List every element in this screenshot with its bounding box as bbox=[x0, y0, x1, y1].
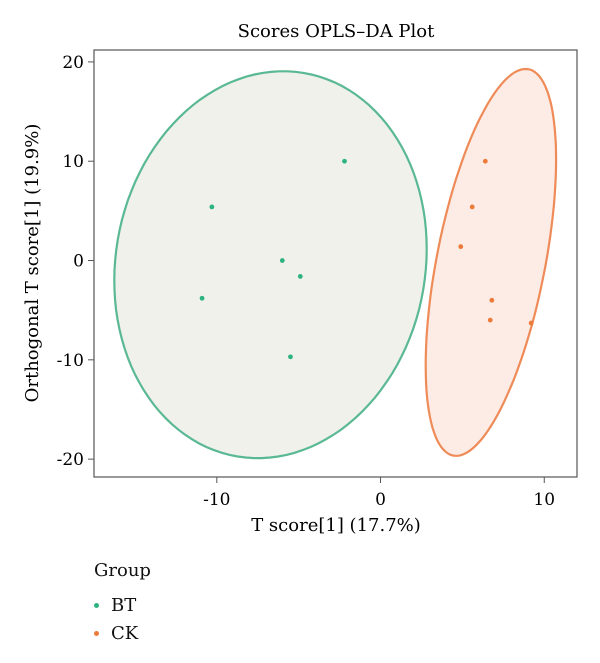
point-ck bbox=[528, 320, 534, 326]
ellipse-bt bbox=[113, 70, 428, 460]
point-bt bbox=[209, 204, 215, 210]
chart-title: Scores OPLS–DA Plot bbox=[238, 21, 435, 42]
y-axis-label: Orthogonal T score[1] (19.9%) bbox=[22, 124, 43, 403]
point-ck bbox=[487, 317, 493, 323]
legend-item-ck: CK bbox=[94, 619, 151, 647]
x-axis-ticks: -10 0 10 bbox=[203, 477, 555, 510]
point-ck bbox=[469, 204, 475, 210]
point-bt bbox=[297, 274, 303, 279]
point-bt bbox=[288, 354, 293, 360]
legend-title: Group bbox=[94, 560, 151, 581]
x-tick-label: 10 bbox=[533, 490, 555, 510]
legend: Group BT CK bbox=[94, 560, 151, 647]
legend-marker-ck bbox=[94, 630, 99, 636]
y-tick-label: 10 bbox=[62, 152, 84, 172]
y-axis-ticks: 20 10 0 -10 -20 bbox=[57, 53, 94, 470]
legend-marker-bt bbox=[94, 602, 99, 608]
confidence-ellipses bbox=[113, 67, 558, 460]
y-tick-label: 0 bbox=[73, 252, 84, 272]
legend-label-bt: BT bbox=[111, 594, 137, 616]
y-tick-label: 20 bbox=[62, 53, 84, 73]
point-ck bbox=[482, 158, 488, 164]
legend-label-ck: CK bbox=[111, 622, 139, 644]
point-bt bbox=[199, 295, 205, 301]
y-tick-label: -10 bbox=[57, 351, 84, 371]
point-ck bbox=[489, 297, 495, 303]
x-tick-label: 0 bbox=[375, 490, 386, 510]
legend-item-bt: BT bbox=[94, 591, 151, 619]
scores-chart: Scores OPLS–DA Plot -10 0 10 20 10 0 -10 -20 T… bbox=[22, 21, 578, 536]
scatter-points bbox=[199, 158, 534, 360]
x-axis-label: T score[1] (17.7%) bbox=[251, 515, 421, 536]
y-tick-label: -20 bbox=[57, 450, 84, 470]
point-bt bbox=[279, 258, 285, 263]
ellipse-ck bbox=[424, 67, 558, 457]
x-tick-label: -10 bbox=[203, 490, 230, 510]
point-bt bbox=[342, 158, 347, 164]
point-ck bbox=[458, 244, 464, 250]
